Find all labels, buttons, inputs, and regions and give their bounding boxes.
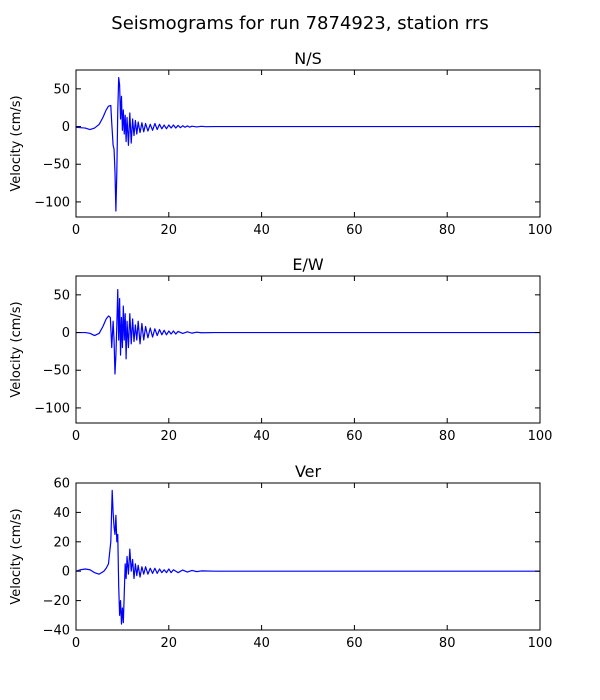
series-line-ew xyxy=(76,288,540,375)
ylabel-ew: Velocity (cm/s) xyxy=(9,301,24,397)
x-tick-label-ver: 80 xyxy=(439,636,456,651)
x-tick-label-ns: 20 xyxy=(161,223,178,238)
series-line-ns xyxy=(75,76,540,212)
y-tick-label-ver: −20 xyxy=(43,594,70,609)
subplot-title-ew: E/W xyxy=(292,255,324,274)
x-tick-label-ns: 100 xyxy=(528,223,553,238)
subplot-title-ns: N/S xyxy=(294,49,322,68)
y-tick-label-ns: −100 xyxy=(34,195,70,210)
y-tick-label-ns: 50 xyxy=(53,82,70,97)
x-tick-label-ver: 40 xyxy=(253,636,270,651)
y-tick-label-ver: 20 xyxy=(53,535,70,550)
y-tick-label-ew: 50 xyxy=(53,288,70,303)
marks-ew: 0 20 40 60 80 100 50 0 −50 −100 xyxy=(34,275,553,444)
y-tick-label-ver: 0 xyxy=(62,565,70,580)
y-tick-label-ew: 0 xyxy=(62,326,70,341)
y-tick-label-ew: −50 xyxy=(43,364,70,379)
x-tick-label-ver: 20 xyxy=(161,636,178,651)
marks-ns: 0 20 40 60 80 100 50 0 −50 −100 xyxy=(34,69,553,238)
y-tick-label-ver: −40 xyxy=(43,624,70,639)
x-tick-label-ns: 60 xyxy=(346,223,363,238)
subplot-title-ver: Ver xyxy=(295,462,322,481)
y-tick-label-ver: 40 xyxy=(53,506,70,521)
x-tick-label-ew: 0 xyxy=(72,429,80,444)
y-tick-label-ns: 0 xyxy=(62,120,70,135)
ylabel-ns: Velocity (cm/s) xyxy=(9,95,24,191)
y-tick-label-ns: −50 xyxy=(43,158,70,173)
x-tick-label-ns: 80 xyxy=(439,223,456,238)
x-tick-label-ew: 100 xyxy=(528,429,553,444)
subplot-ew: E/W Velocity (cm/s) 0 20 40 60 80 100 50 0 −50 −1… xyxy=(9,255,552,444)
x-tick-label-ver: 0 xyxy=(72,636,80,651)
x-tick-label-ver: 100 xyxy=(528,636,553,651)
x-tick-label-ew: 80 xyxy=(439,429,456,444)
y-tick-label-ew: −100 xyxy=(34,401,70,416)
x-tick-label-ew: 20 xyxy=(161,429,178,444)
ylabel-ver: Velocity (cm/s) xyxy=(9,508,24,604)
x-tick-label-ew: 40 xyxy=(253,429,270,444)
marks-ver: 0 20 40 60 80 100 60 40 20 0 −20 −40 xyxy=(43,477,553,652)
axes-frame-ver xyxy=(75,482,541,631)
x-tick-label-ew: 60 xyxy=(346,429,363,444)
subplot-ns: N/S Velocity (cm/s) 0 20 40 60 80 100 50 0 −50 −1… xyxy=(9,49,552,238)
series-line-ver xyxy=(75,489,540,625)
subplot-ver: Ver Velocity (cm/s) 0 20 40 60 80 1006040200−… xyxy=(9,462,552,651)
x-tick-label-ns: 40 xyxy=(253,223,270,238)
y-tick-label-ver: 60 xyxy=(53,477,70,492)
axes-frame-ew xyxy=(75,275,541,424)
figure-title: Seismograms for run 7874923, station rrs xyxy=(111,13,488,34)
axes-frame-ns xyxy=(75,69,541,218)
x-tick-label-ns: 0 xyxy=(72,223,80,238)
x-tick-label-ver: 60 xyxy=(346,636,363,651)
